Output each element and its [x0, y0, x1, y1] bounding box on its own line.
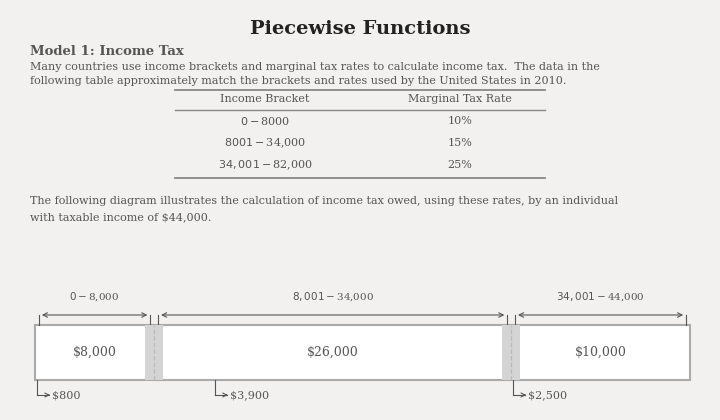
Text: $2,500: $2,500 — [528, 390, 567, 400]
Text: $3,900: $3,900 — [230, 390, 269, 400]
Text: with taxable income of $44,000.: with taxable income of $44,000. — [30, 212, 212, 222]
Text: Many countries use income brackets and marginal tax rates to calculate income ta: Many countries use income brackets and m… — [30, 62, 600, 72]
Bar — [502, 325, 520, 380]
Text: $10,000: $10,000 — [575, 346, 626, 359]
Text: The following diagram illustrates the calculation of income tax owed, using thes: The following diagram illustrates the ca… — [30, 196, 618, 206]
Text: 25%: 25% — [448, 160, 472, 170]
Text: $34,001 - $82,000: $34,001 - $82,000 — [217, 158, 312, 172]
Text: following table approximately match the brackets and rates used by the United St: following table approximately match the … — [30, 76, 567, 86]
Text: $26,000: $26,000 — [307, 346, 359, 359]
Text: $8,000: $8,000 — [73, 346, 117, 359]
Text: $800: $800 — [52, 390, 81, 400]
Bar — [145, 325, 163, 380]
Text: Marginal Tax Rate: Marginal Tax Rate — [408, 94, 512, 104]
Text: 10%: 10% — [448, 116, 472, 126]
Text: Income Bracket: Income Bracket — [220, 94, 310, 104]
Text: Piecewise Functions: Piecewise Functions — [250, 20, 470, 38]
Text: $8001 - $34,000: $8001 - $34,000 — [224, 136, 306, 150]
Bar — [35, 325, 690, 380]
Text: $34,001 - $44,000: $34,001 - $44,000 — [557, 291, 645, 303]
Text: $0 - $8000: $0 - $8000 — [240, 115, 290, 127]
Text: 15%: 15% — [448, 138, 472, 148]
Text: $0 - $8,000: $0 - $8,000 — [69, 291, 120, 303]
Text: $8,001 - $34,000: $8,001 - $34,000 — [292, 291, 374, 303]
Text: Model 1: Income Tax: Model 1: Income Tax — [30, 45, 184, 58]
